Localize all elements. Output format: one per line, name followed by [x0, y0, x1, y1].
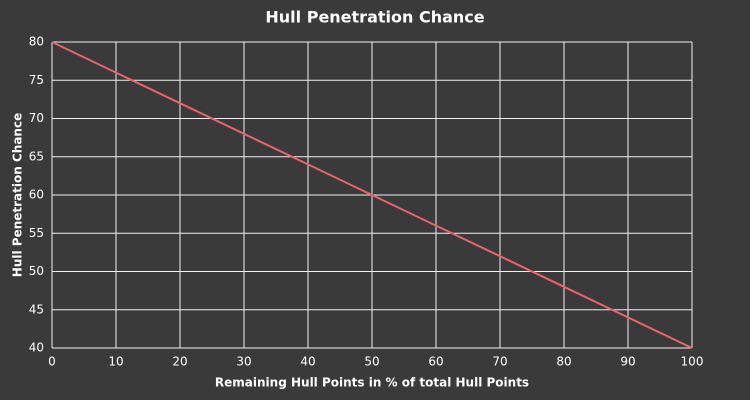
x-tick-label: 60: [428, 355, 443, 369]
x-tick-label: 10: [108, 355, 123, 369]
y-tick-label: 45: [29, 302, 44, 316]
y-tick-label: 65: [29, 149, 44, 163]
x-tick-label: 70: [492, 355, 507, 369]
y-tick-label: 75: [29, 73, 44, 87]
x-tick-label: 100: [681, 355, 704, 369]
y-tick-label: 50: [29, 264, 44, 278]
x-tick-label: 50: [364, 355, 379, 369]
y-tick-label: 80: [29, 35, 44, 49]
x-tick-label: 80: [556, 355, 571, 369]
y-tick-label: 55: [29, 226, 44, 240]
x-tick-label: 0: [48, 355, 56, 369]
y-tick-label: 60: [29, 188, 44, 202]
x-tick-label: 20: [172, 355, 187, 369]
x-axis-label: Remaining Hull Points in % of total Hull…: [215, 376, 529, 390]
x-tick-label: 40: [300, 355, 315, 369]
chart-title: Hull Penetration Chance: [265, 8, 484, 27]
y-tick-label: 70: [29, 111, 44, 125]
x-tick-label: 30: [236, 355, 251, 369]
y-tick-label: 40: [29, 341, 44, 355]
x-tick-label: 90: [620, 355, 635, 369]
data-line: [51, 41, 693, 349]
y-axis-label: Hull Penetration Chance: [11, 113, 25, 277]
